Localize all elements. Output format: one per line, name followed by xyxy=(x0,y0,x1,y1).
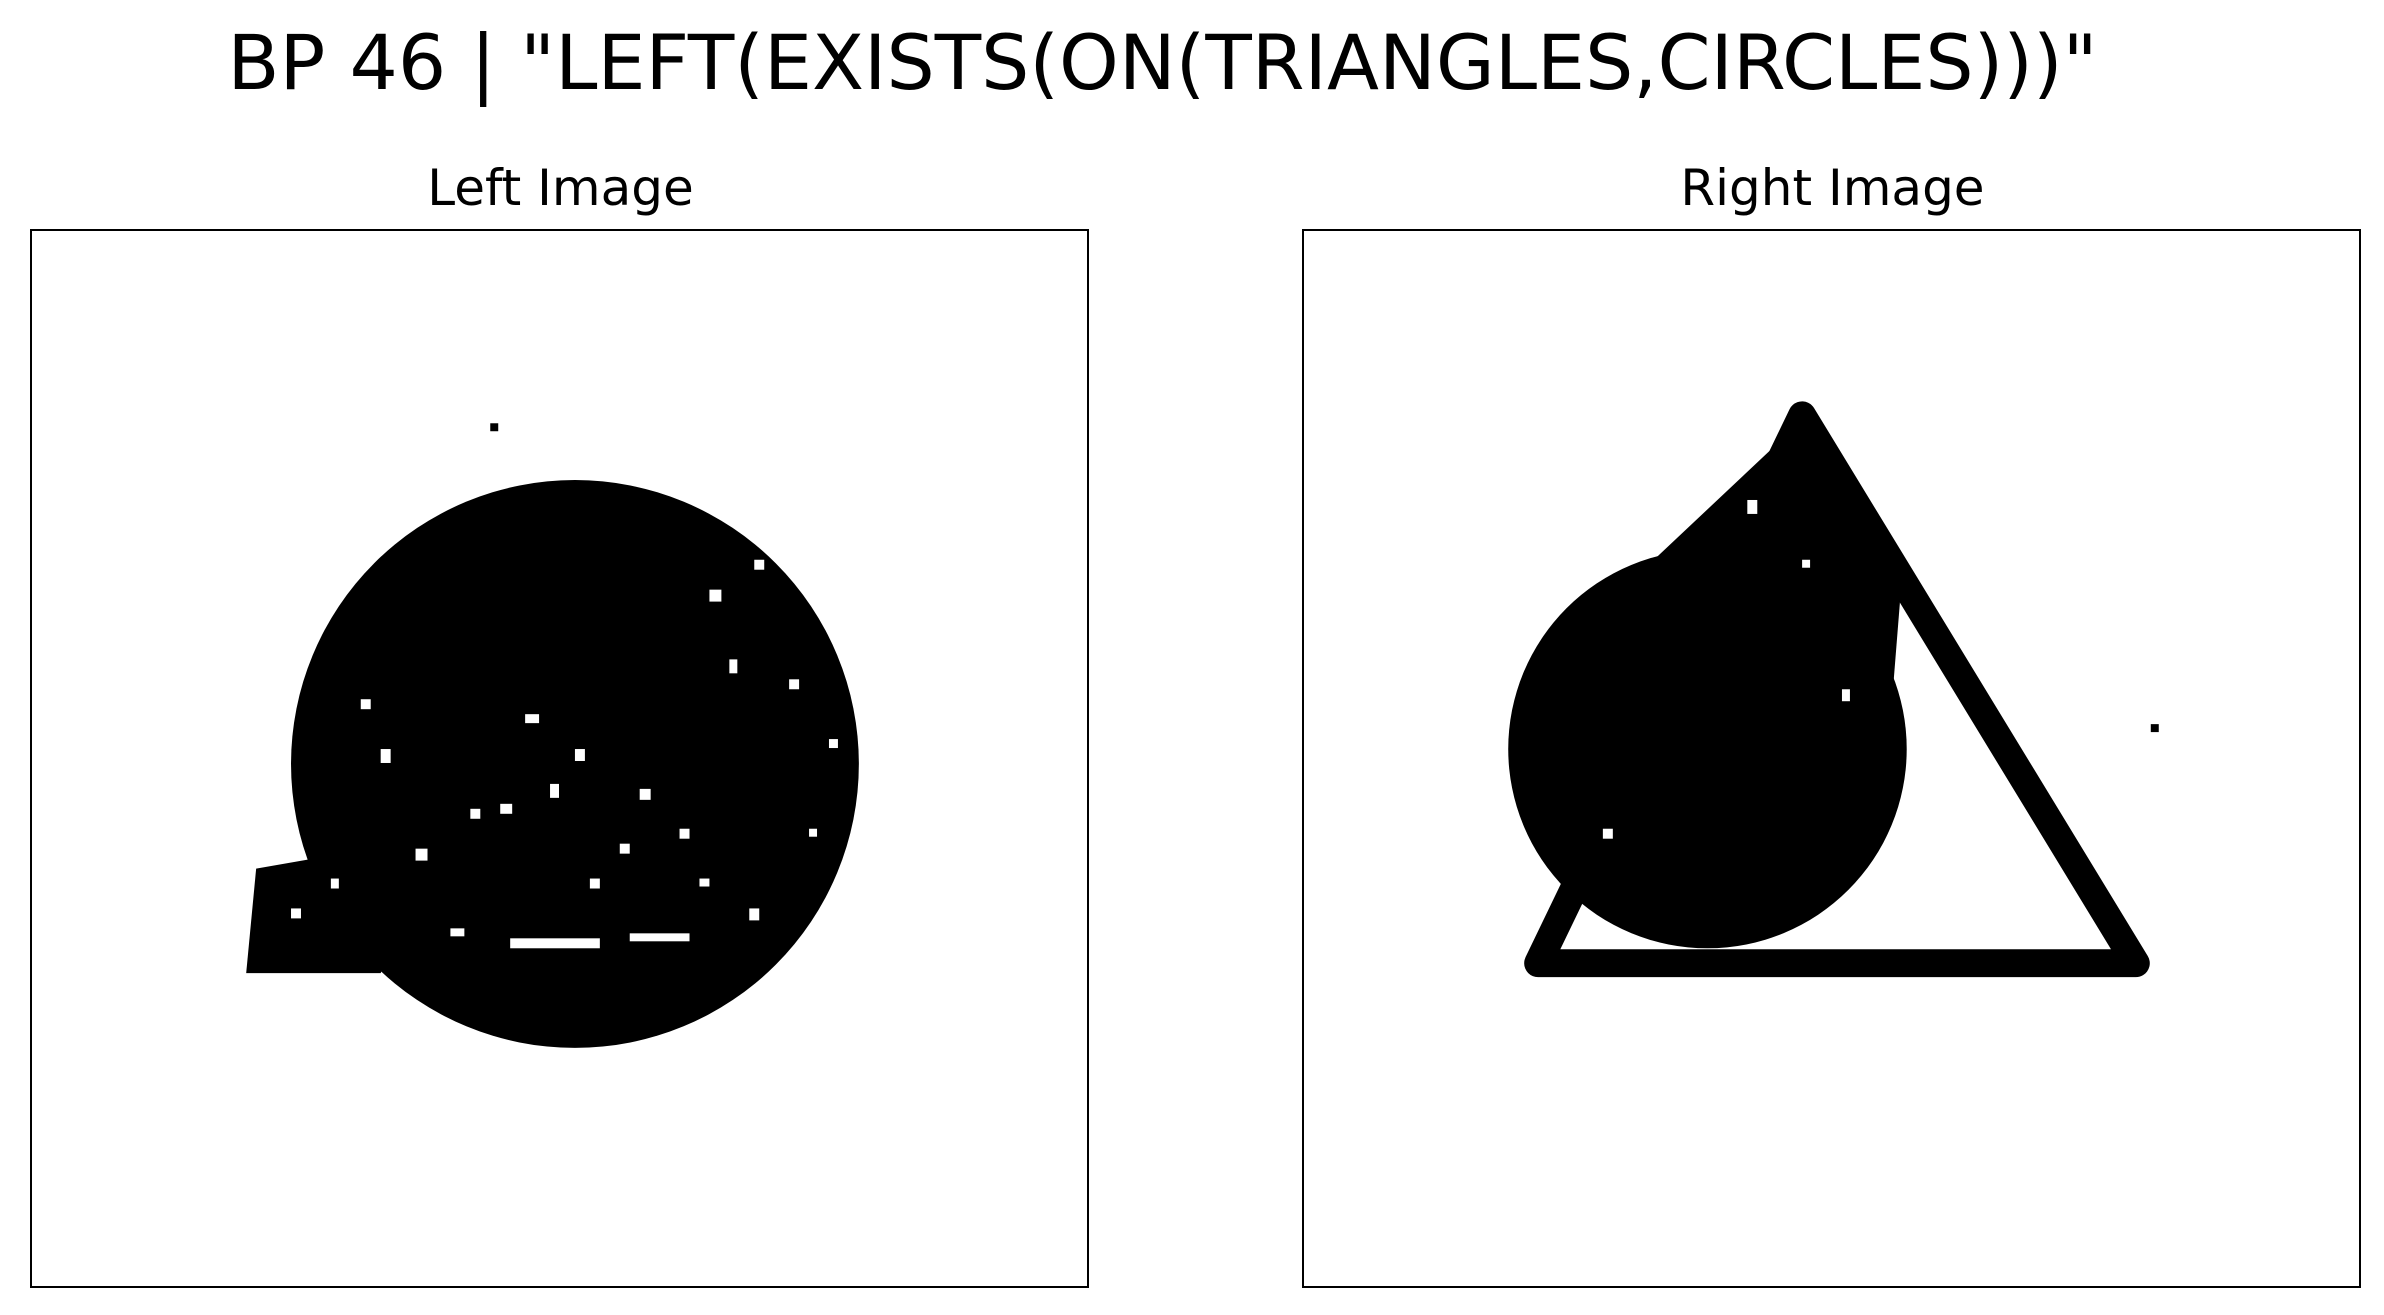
right-image-drawing xyxy=(1508,401,2159,978)
left-panel-title: Left Image xyxy=(427,159,694,217)
left-image-drawing xyxy=(246,423,859,1048)
right-speckle-noise xyxy=(1602,499,1850,839)
left-stray-pixel xyxy=(490,423,499,432)
left-speckle-noise xyxy=(291,559,838,949)
right-upper-fill xyxy=(1632,420,1902,849)
figure-title: BP 46 | "LEFT(EXISTS(ON(TRIANGLES,CIRCLE… xyxy=(227,18,2098,107)
right-image-frame xyxy=(1302,229,2361,1288)
right-stray-pixel xyxy=(2150,724,2159,733)
left-small-shape xyxy=(246,848,391,974)
left-image-frame xyxy=(30,229,1089,1288)
right-panel-title: Right Image xyxy=(1680,159,1985,217)
left-circle-blob xyxy=(291,480,859,1048)
